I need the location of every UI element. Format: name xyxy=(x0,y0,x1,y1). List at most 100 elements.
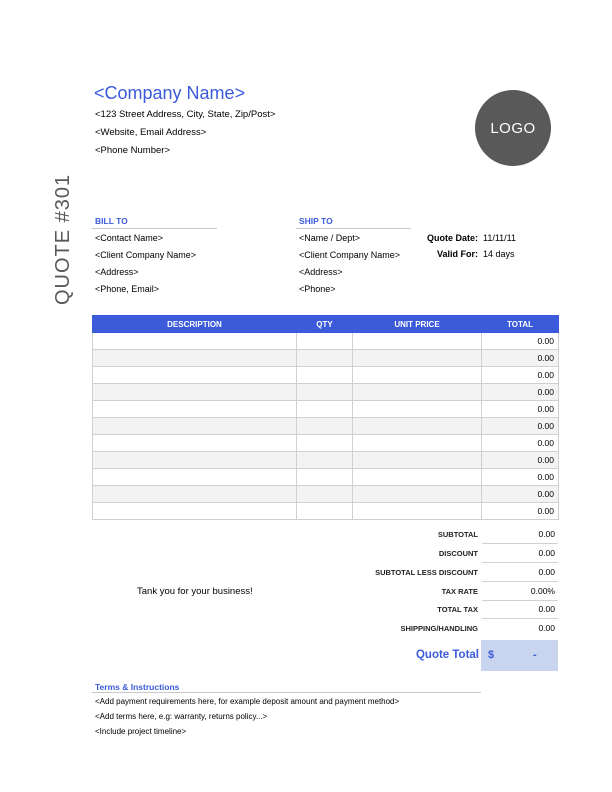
table-row: 0.00 xyxy=(92,468,559,486)
items-table: DESCRIPTION QTY UNIT PRICE TOTAL 0.00 0.… xyxy=(92,315,559,520)
description-cell[interactable] xyxy=(92,366,297,384)
ship-to-address: <Address> xyxy=(299,267,343,277)
unit-price-cell[interactable] xyxy=(352,366,482,384)
summary-rule xyxy=(482,562,558,563)
total-cell: 0.00 xyxy=(481,400,559,418)
qty-cell[interactable] xyxy=(296,468,353,486)
total-cell: 0.00 xyxy=(481,366,559,384)
quote-date-label: Quote Date: xyxy=(426,233,478,243)
column-header-unit-price: UNIT PRICE xyxy=(352,315,482,333)
total-cell: 0.00 xyxy=(481,502,559,520)
summary-rule xyxy=(482,618,558,619)
qty-cell[interactable] xyxy=(296,383,353,401)
thank-you-note: Tank you for your business! xyxy=(137,586,253,597)
company-web-email: <Website, Email Address> xyxy=(95,127,207,138)
bill-to-rule xyxy=(92,228,217,229)
unit-price-cell[interactable] xyxy=(352,468,482,486)
unit-price-cell[interactable] xyxy=(352,383,482,401)
logo-text: LOGO xyxy=(490,119,536,137)
tax-rate-label: TAX RATE xyxy=(441,587,478,596)
qty-cell[interactable] xyxy=(296,434,353,452)
company-address: <123 Street Address, City, State, Zip/Po… xyxy=(95,109,276,120)
description-cell[interactable] xyxy=(92,451,297,469)
unit-price-cell[interactable] xyxy=(352,332,482,350)
description-cell[interactable] xyxy=(92,502,297,520)
table-row: 0.00 xyxy=(92,349,559,367)
subtotal-value: 0.00 xyxy=(538,529,555,539)
bill-to-heading: BILL TO xyxy=(95,216,128,226)
valid-for-value: 14 days xyxy=(483,249,515,259)
unit-price-cell[interactable] xyxy=(352,417,482,435)
total-tax-label: TOTAL TAX xyxy=(437,605,478,614)
bill-to-address: <Address> xyxy=(95,267,139,277)
unit-price-cell[interactable] xyxy=(352,434,482,452)
unit-price-cell[interactable] xyxy=(352,485,482,503)
subtotal-label: SUBTOTAL xyxy=(437,530,478,539)
bill-to-phone-email: <Phone, Email> xyxy=(95,284,160,294)
total-cell: 0.00 xyxy=(481,434,559,452)
terms-rule xyxy=(92,692,481,693)
unit-price-cell[interactable] xyxy=(352,349,482,367)
description-cell[interactable] xyxy=(92,332,297,350)
discount-label: DISCOUNT xyxy=(438,549,478,558)
tax-rate-value[interactable]: 0.00% xyxy=(530,586,555,596)
qty-cell[interactable] xyxy=(296,332,353,350)
quote-total-label: Quote Total xyxy=(415,649,479,661)
total-cell: 0.00 xyxy=(481,349,559,367)
discount-value[interactable]: 0.00 xyxy=(538,548,555,558)
table-row: 0.00 xyxy=(92,485,559,503)
table-row: 0.00 xyxy=(92,417,559,435)
table-row: 0.00 xyxy=(92,400,559,418)
table-row: 0.00 xyxy=(92,383,559,401)
valid-for-label: Valid For: xyxy=(436,249,478,259)
column-header-description: DESCRIPTION xyxy=(92,315,297,333)
unit-price-cell[interactable] xyxy=(352,502,482,520)
total-cell: 0.00 xyxy=(481,451,559,469)
quote-total-box xyxy=(481,640,558,671)
ship-to-rule xyxy=(296,228,411,229)
table-row: 0.00 xyxy=(92,434,559,452)
shipping-handling-value[interactable]: 0.00 xyxy=(538,623,555,633)
qty-cell[interactable] xyxy=(296,451,353,469)
summary-rule xyxy=(482,581,558,582)
description-cell[interactable] xyxy=(92,485,297,503)
terms-timeline-line: <Include project timeline> xyxy=(95,727,187,736)
unit-price-cell[interactable] xyxy=(352,400,482,418)
table-row: 0.00 xyxy=(92,502,559,520)
ship-to-company: <Client Company Name> xyxy=(299,250,401,260)
quote-title: QUOTE #301 xyxy=(52,173,74,305)
total-cell: 0.00 xyxy=(481,332,559,350)
description-cell[interactable] xyxy=(92,434,297,452)
column-header-total: TOTAL xyxy=(481,315,559,333)
description-cell[interactable] xyxy=(92,383,297,401)
bill-to-company: <Client Company Name> xyxy=(95,250,197,260)
description-cell[interactable] xyxy=(92,417,297,435)
terms-payment-line: <Add payment requirements here, for exam… xyxy=(95,697,400,706)
qty-cell[interactable] xyxy=(296,366,353,384)
company-name: <Company Name> xyxy=(94,83,246,103)
table-header-row: DESCRIPTION QTY UNIT PRICE TOTAL xyxy=(92,315,559,333)
unit-price-cell[interactable] xyxy=(352,451,482,469)
subtotal-less-discount-label: SUBTOTAL LESS DISCOUNT xyxy=(375,568,478,577)
qty-cell[interactable] xyxy=(296,400,353,418)
quote-date-value: 11/11/11 xyxy=(483,233,517,243)
quote-total-value: - xyxy=(533,649,537,661)
logo: LOGO xyxy=(475,90,551,166)
qty-cell[interactable] xyxy=(296,485,353,503)
summary-rule xyxy=(482,600,558,601)
table-row: 0.00 xyxy=(92,451,559,469)
description-cell[interactable] xyxy=(92,400,297,418)
total-cell: 0.00 xyxy=(481,468,559,486)
terms-policy-line: <Add terms here, e.g: warranty, returns … xyxy=(95,712,268,721)
company-phone: <Phone Number> xyxy=(95,145,170,156)
qty-cell[interactable] xyxy=(296,502,353,520)
qty-cell[interactable] xyxy=(296,417,353,435)
ship-to-phone: <Phone> xyxy=(299,284,336,294)
qty-cell[interactable] xyxy=(296,349,353,367)
shipping-handling-label: SHIPPING/HANDLING xyxy=(400,624,478,633)
table-row: 0.00 xyxy=(92,332,559,350)
description-cell[interactable] xyxy=(92,349,297,367)
total-tax-value: 0.00 xyxy=(538,604,555,614)
bill-to-contact: <Contact Name> xyxy=(95,233,164,243)
description-cell[interactable] xyxy=(92,468,297,486)
